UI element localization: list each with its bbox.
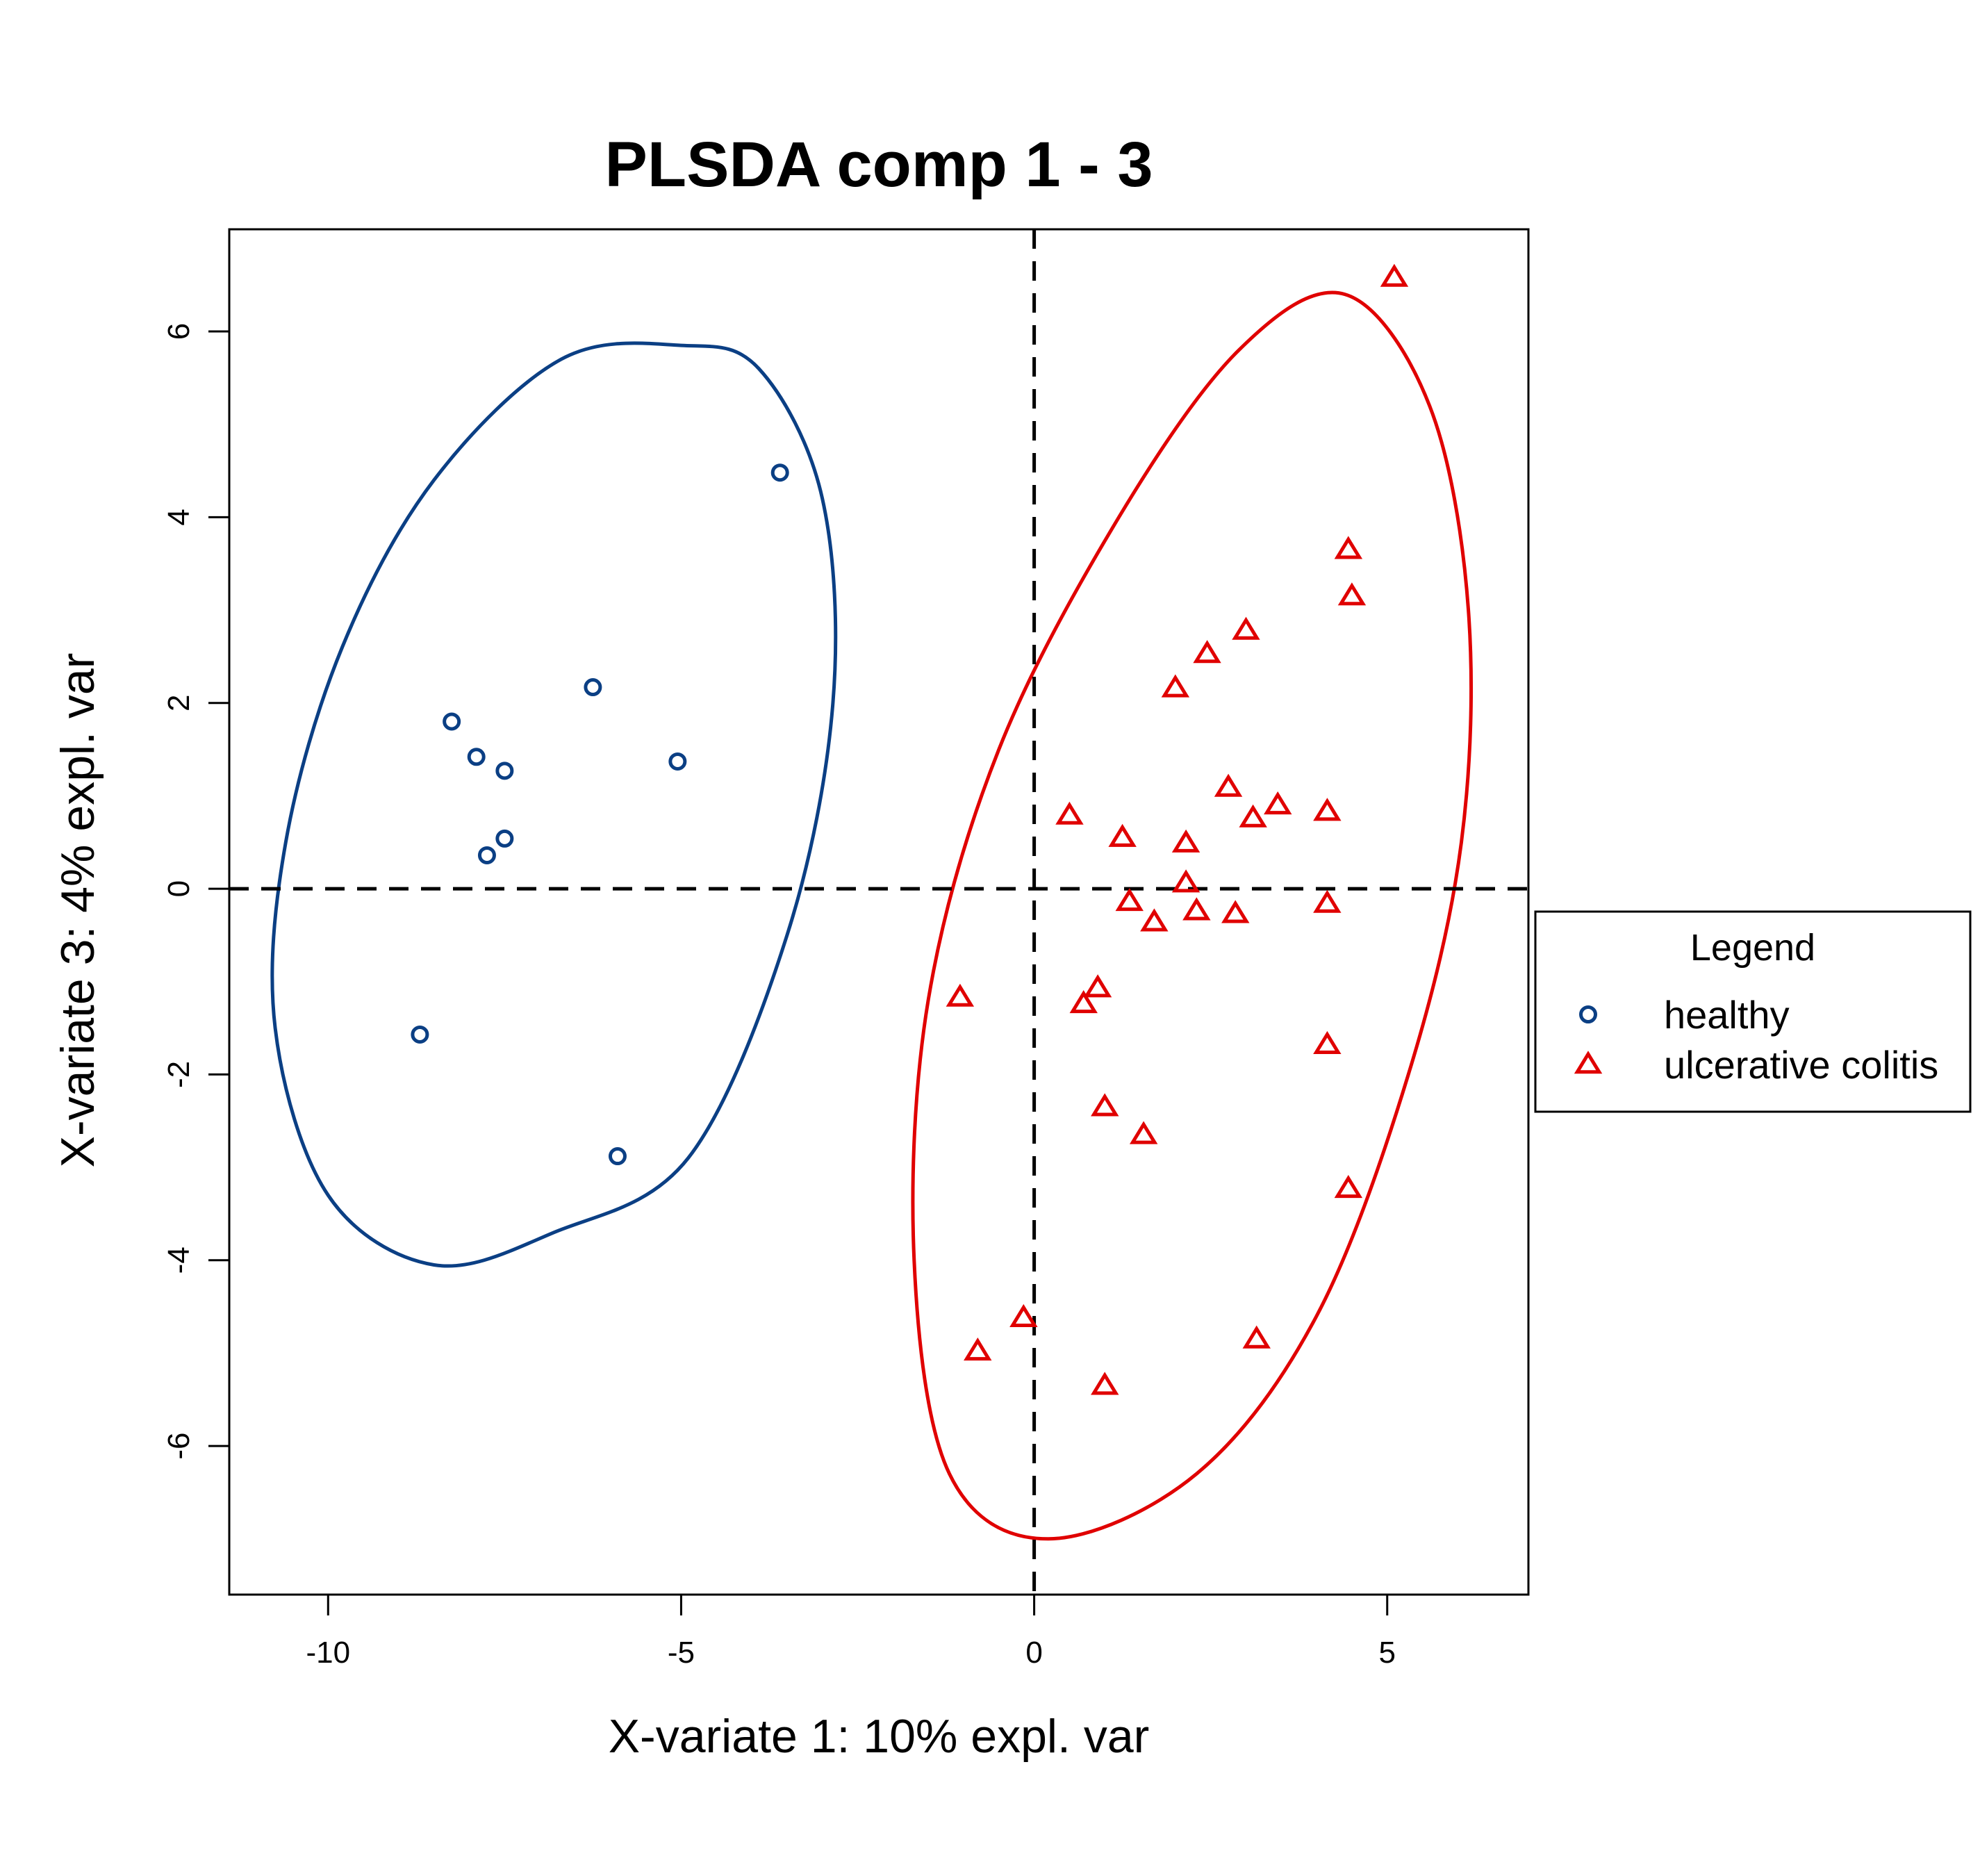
- x-tick-label: 0: [1025, 1636, 1042, 1670]
- healthy-point: [770, 463, 789, 482]
- x-axis: -10 -5 0 5: [306, 1593, 1396, 1670]
- ulcerative-colitis-point: [1171, 829, 1201, 853]
- y-tick-label: -4: [162, 1246, 196, 1274]
- ulcerative-colitis-point: [1171, 869, 1201, 893]
- healthy-point: [608, 1147, 627, 1166]
- y-axis: -6 -4 -2 0 2 4 6: [162, 323, 231, 1460]
- y-tick-label: 4: [162, 509, 196, 525]
- legend-item-label: healthy: [1664, 993, 1790, 1037]
- ulcerative-colitis-point: [1108, 823, 1137, 847]
- ulcerative-colitis-point: [1193, 640, 1221, 664]
- chart-title: PLSDA comp 1 - 3: [605, 129, 1153, 200]
- ulcerative-colitis-point: [1334, 536, 1363, 559]
- healthy-point: [584, 678, 602, 697]
- ulcerative-colitis-point: [1221, 900, 1250, 923]
- ulcerative-colitis-point: [1313, 1030, 1342, 1054]
- ulcerative-colitis-point: [1242, 1325, 1271, 1349]
- y-tick-label: -2: [162, 1061, 196, 1088]
- y-axis-label: X-variate 3: 4% expl. var: [51, 653, 104, 1168]
- healthy-point: [495, 829, 514, 848]
- healthy-point: [668, 752, 687, 771]
- ulcerative-colitis-point: [1129, 1121, 1158, 1144]
- healthy-point: [495, 762, 514, 780]
- y-tick-label: 6: [162, 323, 196, 340]
- legend-box: [1534, 910, 1972, 1113]
- ulcerative-colitis-point: [1313, 798, 1342, 821]
- healthy-point: [467, 748, 486, 766]
- healthy-point: [411, 1025, 429, 1044]
- ulcerative-colitis-point: [1009, 1303, 1038, 1327]
- healthy-point: [477, 846, 496, 864]
- ulcerative-colitis-point: [1091, 1372, 1119, 1395]
- x-axis-label: X-variate 1: 10% expl. var: [609, 1710, 1150, 1763]
- ulcerative-colitis-point: [1214, 773, 1243, 797]
- ellipse-healthy: [270, 341, 838, 1268]
- legend-title: Legend: [1690, 927, 1815, 969]
- legend: Legend healthy ulcerative colitis: [1534, 910, 1972, 1113]
- legend-circle-icon: [1579, 1005, 1597, 1023]
- ulcerative-colitis-point: [1313, 889, 1342, 913]
- y-tick-label: 0: [162, 880, 196, 897]
- ulcerative-colitis-point: [1069, 990, 1098, 1014]
- x-tick-label: -10: [306, 1636, 350, 1670]
- ulcerative-colitis-point: [1239, 804, 1267, 828]
- y-tick-label: -6: [162, 1433, 196, 1460]
- ellipse-ulcerative-colitis: [911, 290, 1474, 1541]
- ulcerative-colitis-point: [964, 1338, 992, 1361]
- ulcerative-colitis-point: [946, 983, 975, 1007]
- ulcerative-colitis-point: [1380, 263, 1409, 287]
- ulcerative-colitis-point: [1334, 1175, 1363, 1199]
- ulcerative-colitis-point: [1055, 801, 1084, 825]
- confidence-ellipses: [270, 290, 1474, 1541]
- x-tick-label: -5: [668, 1636, 695, 1670]
- ulcerative-colitis-point: [1337, 582, 1367, 606]
- legend-triangle-icon: [1574, 1051, 1603, 1074]
- ulcerative-colitis-point: [1232, 616, 1260, 640]
- data-points: [411, 263, 1409, 1395]
- healthy-point: [443, 712, 461, 731]
- x-tick-label: 5: [1378, 1636, 1395, 1670]
- ulcerative-colitis-point: [1182, 897, 1211, 921]
- ulcerative-colitis-point: [1083, 974, 1112, 998]
- y-tick-label: 2: [162, 694, 196, 711]
- ulcerative-colitis-point: [1115, 888, 1144, 912]
- legend-item-label: ulcerative colitis: [1664, 1043, 1938, 1087]
- ulcerative-colitis-point: [1140, 908, 1169, 932]
- ulcerative-colitis-point: [1161, 674, 1190, 698]
- ulcerative-colitis-point: [1264, 791, 1292, 815]
- reference-lines: [229, 229, 1528, 1595]
- ulcerative-colitis-point: [1091, 1093, 1119, 1117]
